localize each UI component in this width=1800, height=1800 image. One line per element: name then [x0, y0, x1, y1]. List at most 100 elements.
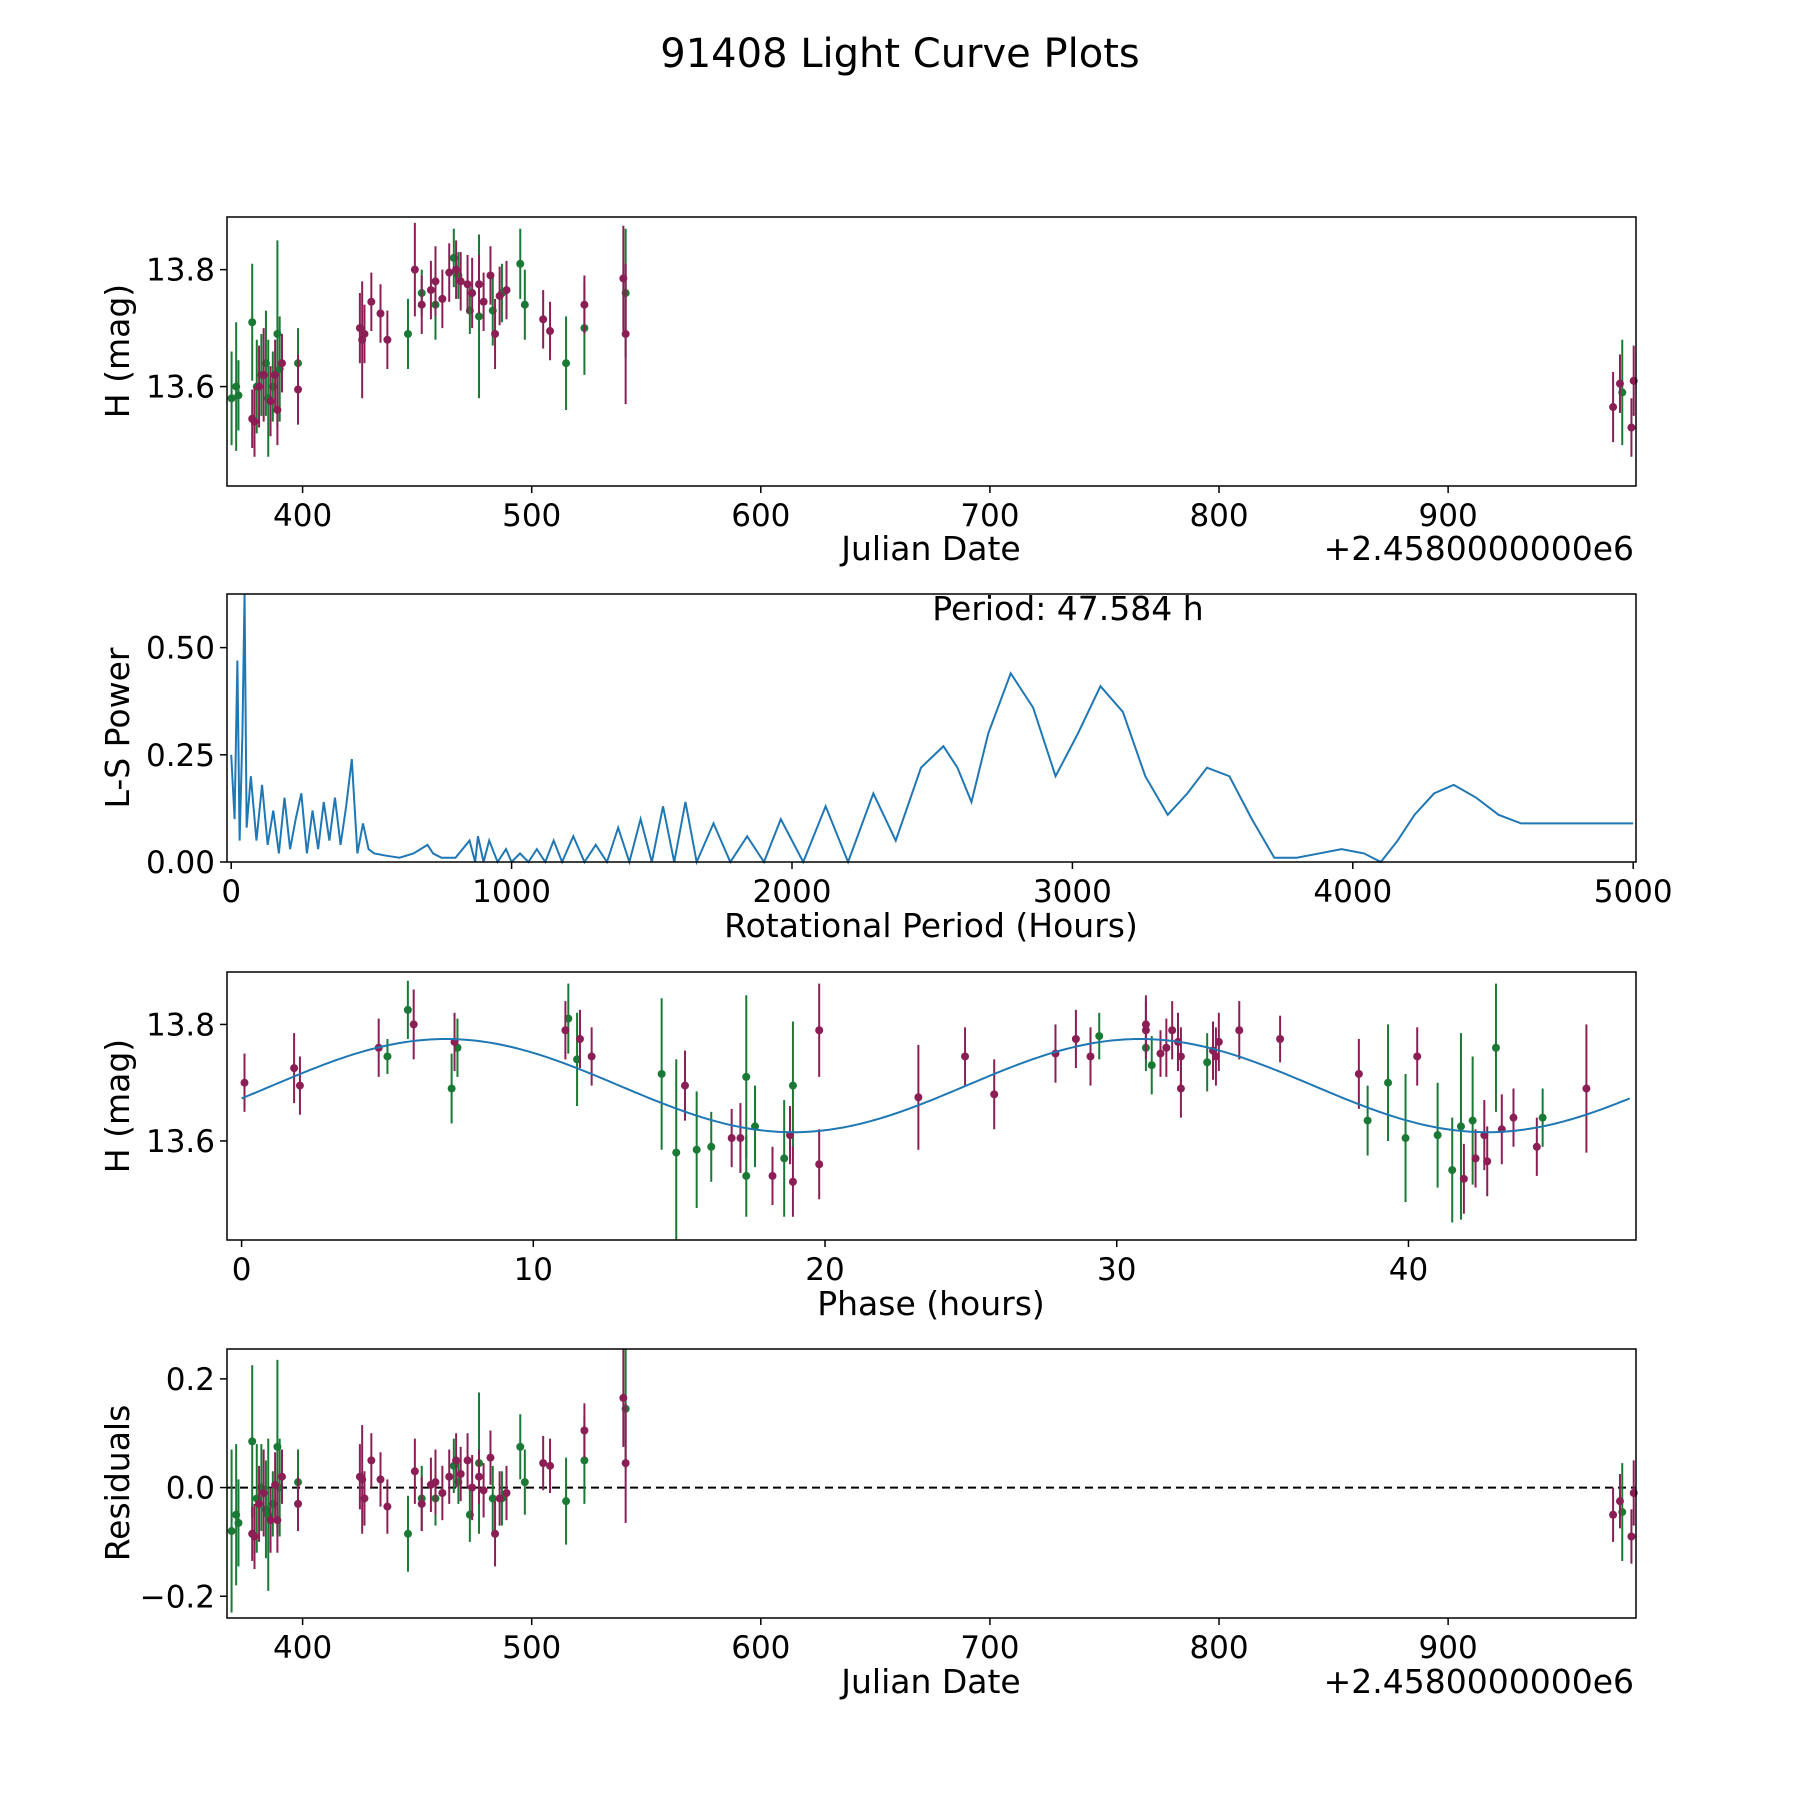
residuals-points: [227, 1349, 1638, 1613]
phasefold-green-point: [1095, 1032, 1104, 1041]
residuals-purple-point: [250, 1532, 259, 1541]
residuals-purple-point: [438, 1489, 447, 1498]
residuals-purple-point: [491, 1529, 500, 1538]
lightcurve-purple-point: [1627, 423, 1636, 432]
residuals-purple-point: [271, 1480, 280, 1489]
phasefold-purple-point: [1156, 1049, 1165, 1058]
phasefold-green-point: [1468, 1116, 1477, 1125]
lightcurve-purple-point: [445, 268, 454, 277]
residuals-purple-point: [1615, 1497, 1624, 1506]
residuals-green-point: [488, 1494, 497, 1503]
residuals-purple-point: [367, 1456, 376, 1465]
lightcurve-x-tick-label: 600: [731, 498, 790, 534]
residuals-offset-label: +2.4580000000e6: [1324, 1662, 1634, 1701]
residuals-y-tick-label: 0.2: [166, 1362, 215, 1398]
residuals-green-point: [520, 1478, 529, 1487]
periodogram-panel: 0 1000 2000 3000 4000 5000 0.00 0.25 0.50 Perio…: [98, 589, 1673, 945]
lightcurve-purple-point: [431, 277, 440, 286]
residuals-purple-point: [410, 1467, 419, 1476]
phasefold-purple-point: [1413, 1052, 1422, 1061]
lightcurve-purple-point: [1615, 379, 1624, 388]
phasefold-green-point: [657, 1069, 666, 1078]
residuals-x-tick-label: 800: [1189, 1630, 1248, 1666]
phasefold-green-point: [1448, 1166, 1457, 1175]
residuals-purple-point: [273, 1516, 282, 1525]
phasefold-purple-point: [409, 1020, 418, 1029]
period-annotation: Period: 47.584 h: [932, 589, 1203, 628]
phasefold-green-point: [1384, 1078, 1393, 1087]
residuals-green-point: [562, 1497, 571, 1506]
phasefold-purple-point: [295, 1081, 304, 1090]
periodogram-x-tick-label: 5000: [1594, 874, 1673, 910]
periodogram-x-ticks: 0 1000 2000 3000 4000 5000: [221, 862, 1673, 910]
phasefold-green-point: [403, 1005, 412, 1014]
phasefold-panel: 0 10 20 30 40 13.6 13.8 Phase (hours) H (mag): [98, 971, 1637, 1323]
phasefold-model-curve: [241, 1037, 1631, 1134]
periodogram-x-tick-label: 3000: [1033, 874, 1112, 910]
lightcurve-green-point: [516, 259, 525, 268]
phasefold-purple-point: [815, 1026, 824, 1035]
lightcurve-purple-point: [580, 300, 589, 309]
residuals-purple-point: [475, 1472, 484, 1481]
phasefold-purple-point: [1214, 1037, 1223, 1046]
phasefold-y-tick-label: 13.6: [146, 1124, 215, 1160]
lightcurve-panel: 400 500 600 700 800 900 13.613.8 Julian Date …: [98, 216, 1638, 568]
periodogram-y-label: L-S Power: [98, 647, 137, 808]
phasefold-purple-point: [1235, 1026, 1244, 1035]
phasefold-purple-point: [768, 1171, 777, 1180]
phasefold-purple-point: [815, 1160, 824, 1169]
lightcurve-points: [227, 222, 1638, 457]
lightcurve-purple-point: [250, 417, 259, 426]
lightcurve-x-tick-label: 400: [273, 498, 332, 534]
lightcurve-purple-point: [266, 397, 275, 406]
phasefold-purple-point: [1354, 1069, 1363, 1078]
phasefold-y-tick-label: 13.8: [146, 1007, 215, 1043]
residuals-axes-frame: [226, 1348, 1637, 1619]
periodogram-y-tick-label: 0.00: [146, 845, 215, 881]
periodogram-x-tick-label: 0: [221, 874, 241, 910]
lightcurve-y-ticks: 13.6 13.8: [146, 253, 227, 406]
phasefold-purple-point: [1086, 1052, 1095, 1061]
periodogram-axes-frame: [226, 593, 1637, 863]
residuals-y-label: Residuals: [98, 1405, 137, 1562]
phasefold-purple-point: [1483, 1157, 1492, 1166]
lightcurve-purple-point: [452, 265, 461, 274]
residuals-purple-point: [383, 1502, 392, 1511]
residuals-green-point: [516, 1442, 525, 1451]
lightcurve-purple-point: [438, 294, 447, 303]
residuals-purple-point: [539, 1459, 548, 1468]
residuals-purple-point: [452, 1456, 461, 1465]
residuals-x-label: Julian Date: [839, 1662, 1021, 1701]
phasefold-purple-point: [1509, 1113, 1518, 1122]
phasefold-purple-point: [961, 1052, 970, 1061]
residuals-purple-point: [1627, 1532, 1636, 1541]
lightcurve-purple-point: [463, 280, 472, 289]
phasefold-y-ticks: 13.6 13.8: [146, 1007, 227, 1160]
lightcurve-purple-point: [1609, 403, 1618, 412]
phasefold-green-point: [672, 1148, 681, 1157]
lightcurve-axes-frame: [226, 216, 1637, 487]
residuals-y-ticks: −0.2 0.0 0.2: [140, 1362, 227, 1615]
residuals-purple-point: [546, 1461, 555, 1470]
phasefold-purple-point: [1459, 1174, 1468, 1183]
lightcurve-purple-point: [491, 329, 500, 338]
residuals-purple-point: [580, 1426, 589, 1435]
phasefold-x-tick-label: 20: [805, 1252, 844, 1288]
residuals-panel: 400 500 600 700 800 900 −0.2 0.0 0.2 Julian Dat…: [98, 1348, 1638, 1701]
phasefold-green-point: [788, 1081, 797, 1090]
phasefold-purple-point: [1176, 1084, 1185, 1093]
phasefold-green-point: [780, 1154, 789, 1163]
periodogram-y-tick-label: 0.25: [146, 738, 215, 774]
lightcurve-purple-point: [486, 271, 495, 280]
lightcurve-offset-label: +2.4580000000e6: [1324, 529, 1634, 568]
residuals-purple-point: [495, 1494, 504, 1503]
phasefold-purple-point: [1532, 1142, 1541, 1151]
residuals-purple-point: [259, 1489, 268, 1498]
phasefold-green-point: [1433, 1131, 1442, 1140]
periodogram-x-label: Rotational Period (Hours): [724, 906, 1138, 945]
residuals-x-ticks: 400 500 600 700 800 900: [273, 1618, 1478, 1666]
periodogram-x-tick-label: 4000: [1313, 874, 1392, 910]
lightcurve-green-point: [403, 329, 412, 338]
residuals-purple-point: [1609, 1510, 1618, 1519]
